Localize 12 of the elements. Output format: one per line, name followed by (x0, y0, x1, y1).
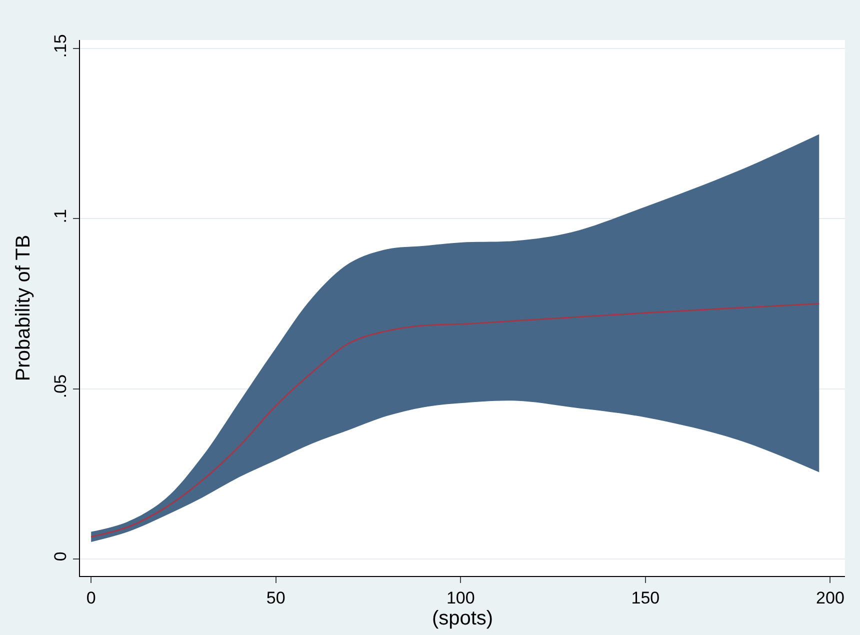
line-series (90, 303, 820, 538)
y-axis-title: Probability of TB (12, 234, 35, 382)
x-tick-label: 0 (86, 588, 96, 608)
y-tick-label: .1 (51, 209, 70, 224)
y-tick-label: 0 (51, 552, 70, 562)
x-tick-label: 50 (266, 588, 286, 608)
x-tick-label: 150 (631, 588, 660, 608)
y-tick-label: .15 (51, 34, 70, 58)
x-axis-title: (spots) (432, 607, 494, 630)
x-tick-label: 200 (816, 588, 844, 608)
y-tick-label: .05 (51, 374, 70, 398)
x-tick-label: 100 (446, 588, 475, 608)
